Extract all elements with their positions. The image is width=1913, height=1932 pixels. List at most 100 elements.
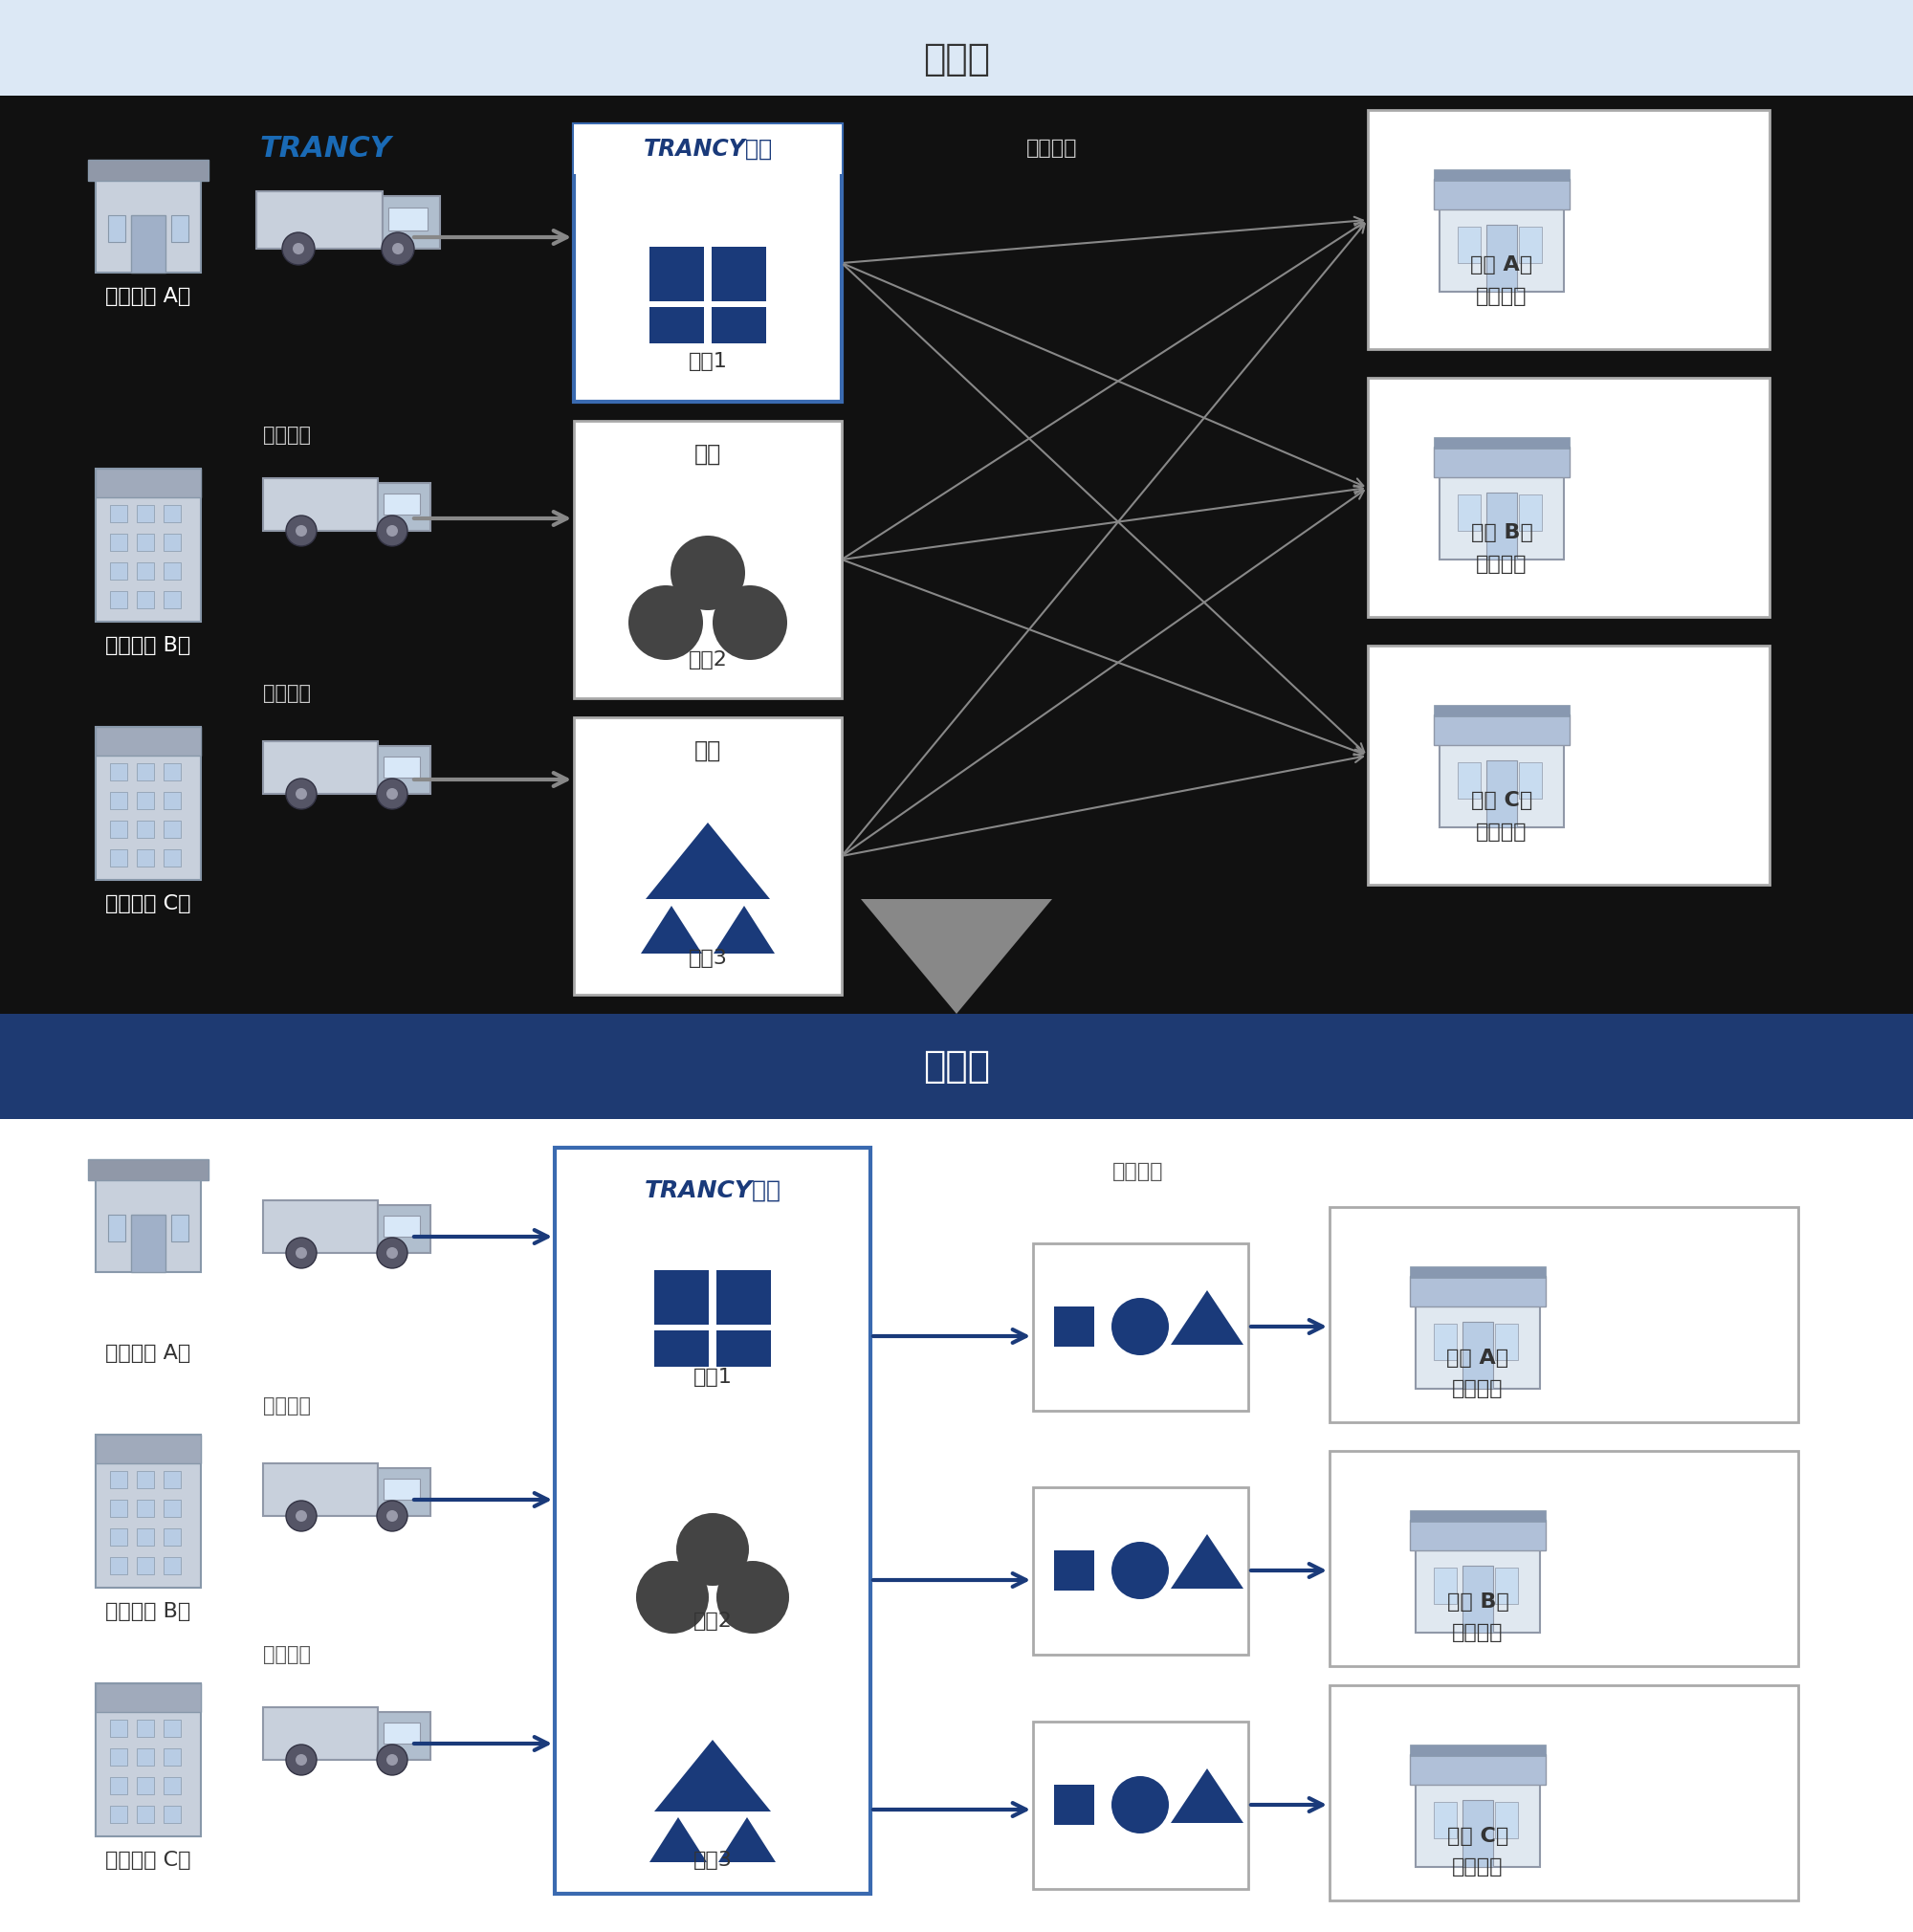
Bar bbox=[1054, 1549, 1094, 1590]
Bar bbox=[650, 247, 704, 301]
Text: ベンダー C様: ベンダー C様 bbox=[105, 1851, 191, 1870]
Text: 商品1: 商品1 bbox=[689, 352, 727, 371]
Circle shape bbox=[287, 516, 318, 547]
Circle shape bbox=[1111, 1298, 1169, 1354]
Bar bbox=[165, 1806, 180, 1824]
Bar bbox=[1458, 763, 1481, 798]
Circle shape bbox=[287, 1501, 318, 1532]
Bar bbox=[138, 591, 153, 609]
Circle shape bbox=[715, 1561, 790, 1634]
Bar bbox=[96, 178, 201, 272]
Bar bbox=[130, 214, 166, 272]
Bar bbox=[1368, 645, 1770, 885]
Bar bbox=[264, 479, 379, 531]
Bar bbox=[383, 493, 421, 514]
Bar bbox=[650, 307, 704, 344]
Circle shape bbox=[386, 1754, 398, 1766]
Bar bbox=[138, 1777, 153, 1795]
Bar bbox=[1496, 1803, 1519, 1837]
Bar bbox=[96, 1683, 201, 1835]
Bar bbox=[555, 1148, 870, 1893]
Bar bbox=[1496, 1567, 1519, 1604]
Circle shape bbox=[295, 526, 306, 537]
Bar bbox=[383, 1723, 421, 1743]
Bar bbox=[88, 1159, 209, 1180]
Bar bbox=[1435, 715, 1569, 746]
Bar bbox=[1033, 1244, 1247, 1410]
Bar bbox=[138, 1470, 153, 1488]
Bar bbox=[138, 1557, 153, 1575]
Polygon shape bbox=[650, 1818, 708, 1862]
Bar bbox=[1416, 1546, 1540, 1633]
Bar bbox=[1463, 1565, 1492, 1633]
Circle shape bbox=[295, 1754, 306, 1766]
Bar bbox=[107, 1215, 126, 1242]
Bar bbox=[1330, 1685, 1798, 1901]
Bar bbox=[165, 1499, 180, 1517]
Bar bbox=[165, 1719, 180, 1737]
Bar bbox=[1435, 437, 1569, 448]
Text: TRANCY: TRANCY bbox=[260, 135, 390, 162]
Polygon shape bbox=[714, 906, 775, 954]
Bar bbox=[1410, 1265, 1546, 1277]
Bar bbox=[1410, 1754, 1546, 1785]
Bar bbox=[165, 1748, 180, 1766]
Bar bbox=[96, 726, 201, 879]
Bar bbox=[1330, 1451, 1798, 1665]
Circle shape bbox=[392, 243, 404, 255]
Text: 物流業者: 物流業者 bbox=[264, 684, 310, 703]
Bar bbox=[1033, 1721, 1247, 1889]
Bar bbox=[96, 1683, 201, 1712]
Polygon shape bbox=[1171, 1291, 1243, 1345]
Bar bbox=[138, 821, 153, 838]
Bar bbox=[574, 717, 842, 995]
Bar bbox=[379, 1712, 430, 1760]
Text: 海外店舗: 海外店舗 bbox=[1452, 1623, 1504, 1642]
Bar bbox=[1486, 493, 1517, 560]
Bar bbox=[96, 1177, 201, 1271]
Bar bbox=[165, 562, 180, 580]
Text: 顧客 A国: 顧客 A国 bbox=[1471, 255, 1532, 274]
Bar bbox=[712, 307, 765, 344]
Circle shape bbox=[295, 1248, 306, 1258]
Bar bbox=[1486, 761, 1517, 827]
Circle shape bbox=[295, 788, 306, 800]
Bar bbox=[1435, 1323, 1458, 1360]
Bar bbox=[379, 1206, 430, 1254]
Bar bbox=[1410, 1275, 1546, 1306]
Bar bbox=[256, 191, 383, 249]
Circle shape bbox=[377, 779, 407, 810]
Bar bbox=[111, 591, 126, 609]
Text: ベンダー B様: ベンダー B様 bbox=[105, 636, 191, 655]
Bar bbox=[379, 746, 430, 794]
Bar bbox=[111, 1499, 126, 1517]
Bar bbox=[1435, 170, 1569, 182]
Circle shape bbox=[287, 1745, 318, 1776]
Bar bbox=[165, 1528, 180, 1546]
Polygon shape bbox=[1171, 1534, 1243, 1588]
Bar bbox=[96, 1435, 201, 1588]
Bar bbox=[264, 1463, 379, 1517]
Bar bbox=[1486, 224, 1517, 292]
Bar bbox=[1496, 1323, 1519, 1360]
Bar bbox=[264, 1200, 379, 1254]
Polygon shape bbox=[641, 906, 702, 954]
Bar bbox=[165, 1777, 180, 1795]
Circle shape bbox=[287, 1238, 318, 1267]
Bar bbox=[1435, 180, 1569, 209]
Bar bbox=[111, 1557, 126, 1575]
Bar bbox=[130, 1215, 166, 1271]
Bar bbox=[1519, 226, 1542, 263]
Text: ベンダー C様: ベンダー C様 bbox=[105, 895, 191, 914]
Bar bbox=[1416, 1781, 1540, 1866]
Text: 混載輸送: 混載輸送 bbox=[1113, 1161, 1163, 1180]
Bar bbox=[379, 483, 430, 531]
Polygon shape bbox=[654, 1739, 771, 1812]
Bar bbox=[1330, 1208, 1798, 1422]
Bar bbox=[111, 792, 126, 810]
Bar bbox=[1410, 1520, 1546, 1549]
Bar bbox=[264, 742, 379, 794]
Text: 海外店舗: 海外店舗 bbox=[1452, 1379, 1504, 1399]
Bar bbox=[138, 850, 153, 867]
Text: 商品1: 商品1 bbox=[693, 1368, 733, 1387]
